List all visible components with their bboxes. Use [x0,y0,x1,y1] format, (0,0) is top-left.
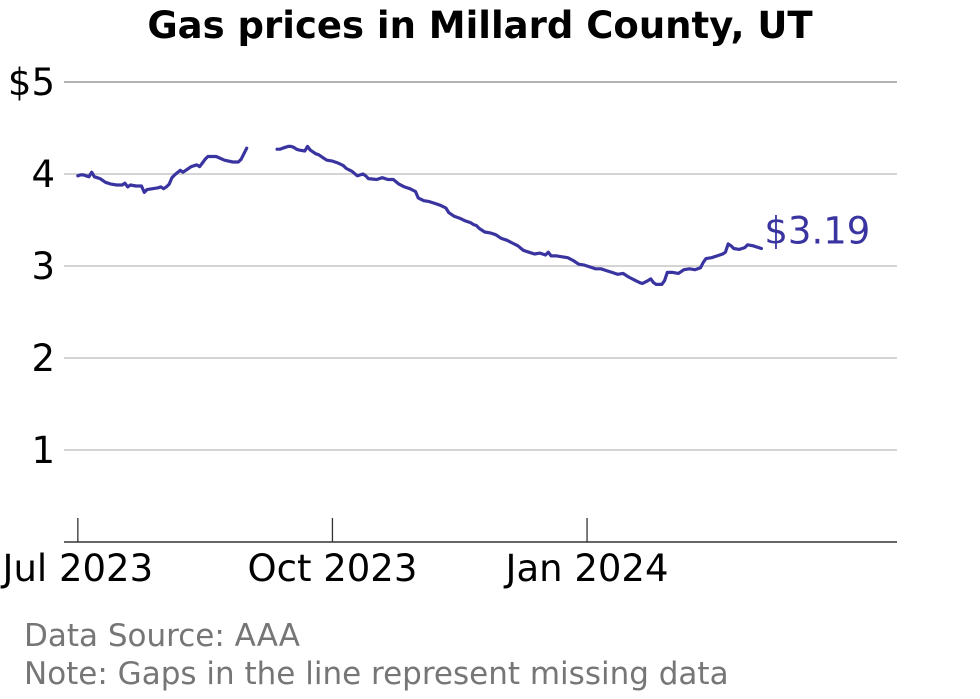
x-axis-ticks: Jul 2023 Oct 2023 Jan 2024 [1,518,669,590]
x-tick-label: Jan 2024 [504,547,669,590]
series-line-segment [76,146,249,194]
end-value-label: $3.19 [764,210,870,253]
missing-data-note: Note: Gaps in the line represent missing… [24,656,729,692]
y-tick-label: 4 [31,153,55,196]
data-source-note: Data Source: AAA [24,618,300,654]
chart-title: Gas prices in Millard County, UT [147,4,813,47]
y-tick-label: $5 [8,61,55,104]
x-tick-label: Jul 2023 [1,547,154,590]
x-tick-label: Oct 2023 [247,547,417,590]
series-line-segment [275,144,763,286]
y-tick-label: 3 [31,245,55,288]
price-series [76,144,763,286]
y-axis-ticks: 1 2 3 4 $5 [8,61,55,472]
y-tick-label: 2 [31,337,55,380]
y-tick-label: 1 [31,429,55,472]
grid-lines [64,81,897,451]
